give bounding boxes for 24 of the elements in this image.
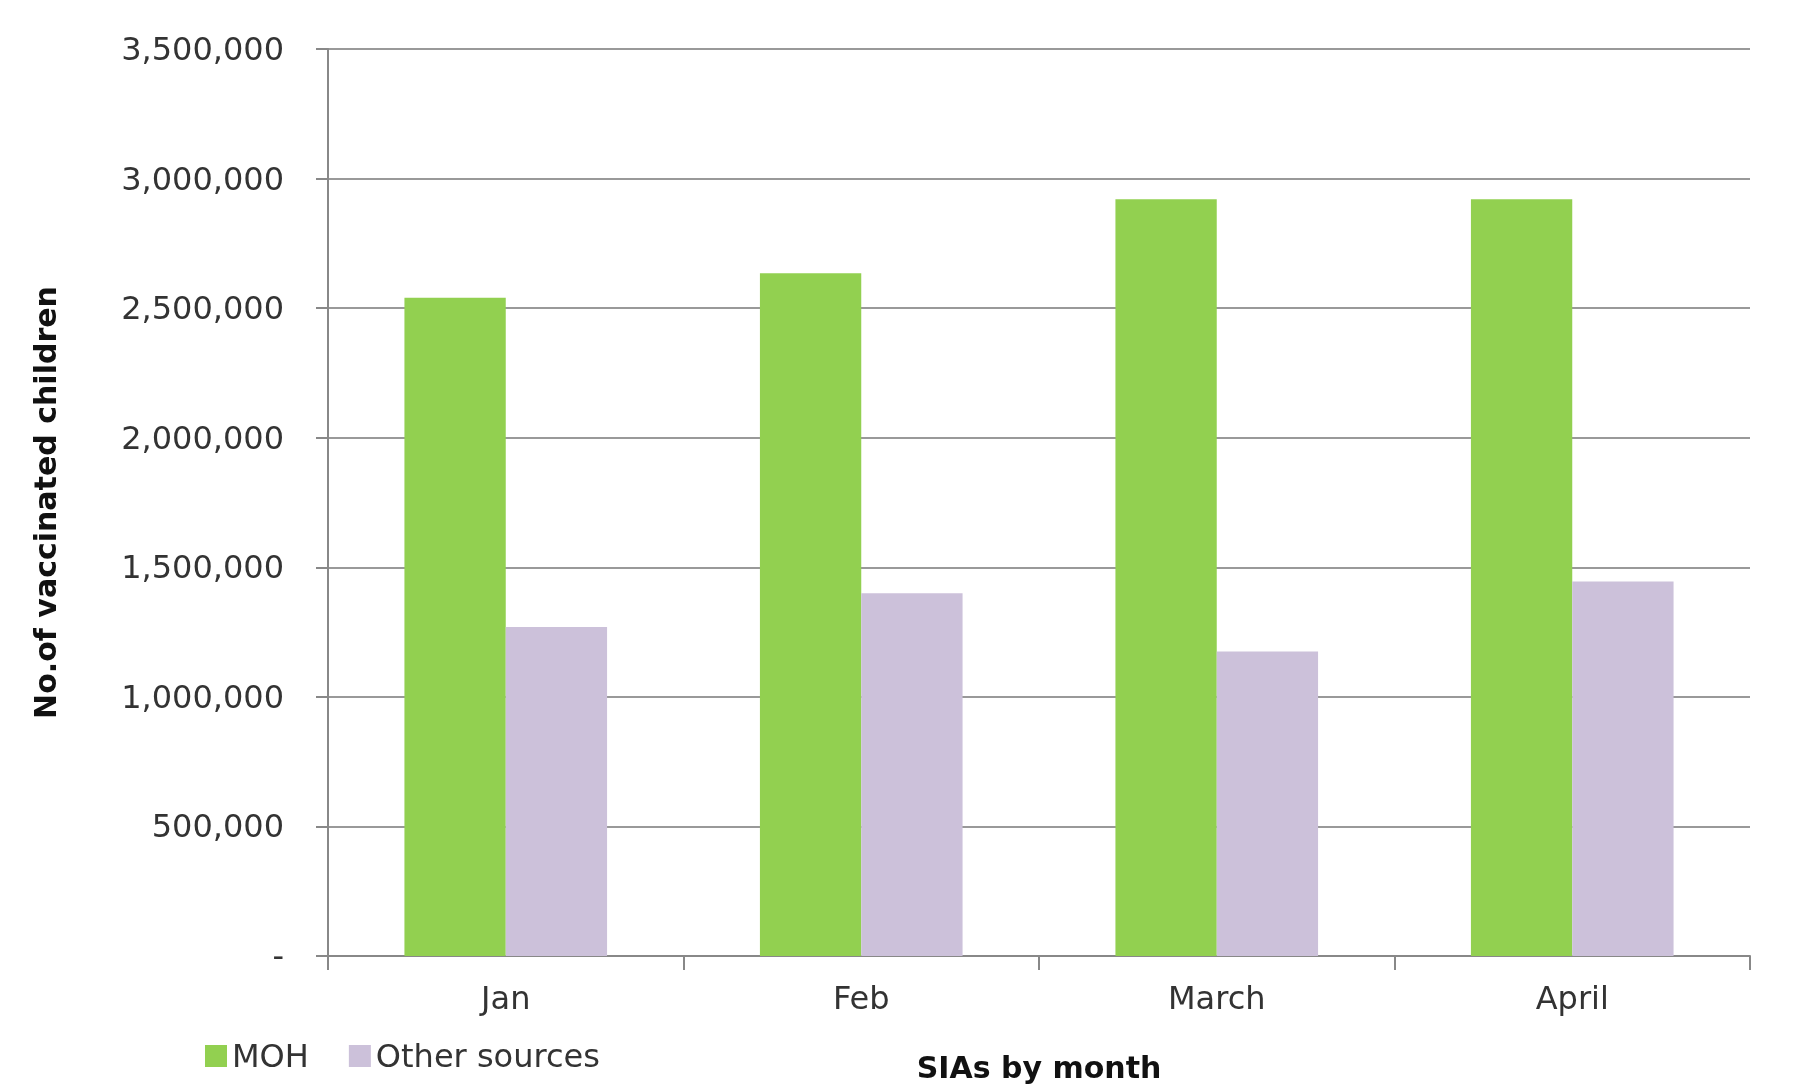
x-tick-label: April [1535, 979, 1609, 1017]
y-tick-label: 2,500,000 [121, 289, 284, 328]
legend-label: MOH [232, 1037, 309, 1075]
bar [1572, 581, 1674, 956]
y-tick-label: 1,000,000 [121, 677, 284, 716]
legend-label: Other sources [375, 1037, 600, 1075]
y-tick-label: 500,000 [151, 807, 284, 846]
y-axis-title: No.of vaccinated children [27, 286, 63, 719]
x-tick-label: Feb [832, 979, 890, 1017]
y-tick-label: 2,000,000 [121, 418, 284, 457]
x-tick-label: March [1167, 979, 1266, 1017]
y-tick-label: 3,000,000 [121, 159, 284, 198]
bar [1115, 199, 1217, 956]
bar [1470, 199, 1573, 956]
x-axis-title: SIAs by month [916, 1049, 1162, 1085]
bar [759, 273, 862, 956]
bar [861, 593, 963, 956]
bar [404, 297, 506, 956]
y-tick-label: 1,500,000 [121, 548, 284, 587]
y-tick-label: 3,500,000 [121, 30, 284, 68]
bar [505, 626, 608, 956]
x-tick-label: Jan [479, 979, 531, 1017]
y-tick-label: - [272, 937, 284, 975]
bar [1216, 651, 1319, 956]
